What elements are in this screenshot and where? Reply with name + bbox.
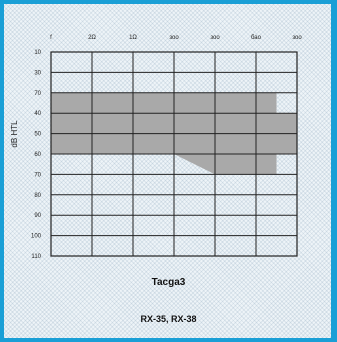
grid-layer (50, 51, 298, 257)
x-tick-label: зоо (169, 35, 179, 41)
y-tick-label: 90 (34, 213, 41, 219)
y-tick-labels: 10 30 70 40 50 60 70 80 90 100 110 (31, 50, 42, 260)
y-tick-label: 80 (34, 193, 41, 199)
y-tick-label: 110 (31, 254, 41, 260)
y-tick-label: 50 (34, 132, 41, 138)
x-tick-label: зоо (210, 35, 220, 41)
chart-title: Tacga3 (151, 277, 186, 288)
x-tick-label: f (50, 35, 52, 41)
y-tick-label: 100 (31, 234, 42, 240)
x-tick-label: зоо (292, 35, 302, 41)
y-tick-label: 30 (34, 70, 41, 76)
chart-subtitle: RX-35, RX-38 (140, 314, 197, 324)
y-tick-label: 40 (34, 111, 41, 117)
x-tick-label: бао (251, 35, 262, 41)
x-tick-label: 1Ω (129, 35, 137, 41)
x-tick-labels: f 2Ω 1Ω зоо зоо бао зоо (50, 35, 302, 41)
y-axis-label: dB HTL (10, 120, 19, 148)
y-tick-label: 60 (34, 152, 41, 158)
y-tick-label: 10 (34, 50, 41, 56)
x-tick-label: 2Ω (88, 35, 96, 41)
y-tick-label: 70 (34, 172, 41, 178)
y-tick-label: 70 (34, 91, 41, 97)
